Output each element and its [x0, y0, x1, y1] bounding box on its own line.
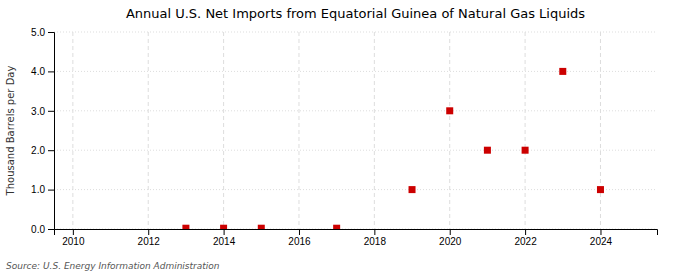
y-tick-mark	[48, 71, 54, 72]
x-tick-mark	[299, 229, 300, 235]
y-tick-label: 3.0	[31, 106, 45, 117]
x-tick-mark	[224, 229, 225, 235]
title: Annual U.S. Net Imports from Equatorial …	[126, 6, 585, 21]
x-tick: 2024	[590, 229, 613, 247]
x-tick: 2010	[62, 229, 85, 247]
x-tick: 2014	[213, 229, 236, 247]
grid-line	[54, 189, 657, 190]
x-tick-mark	[374, 229, 375, 235]
point	[409, 186, 416, 193]
y-tick-mark	[48, 229, 54, 230]
point	[559, 68, 566, 75]
point	[597, 186, 604, 193]
grid-line	[54, 110, 657, 111]
y-tick-label: 5.0	[31, 27, 45, 38]
y-axis-title: Thousand Barrels per Day	[5, 66, 16, 197]
y-tick: 0.0	[31, 224, 54, 235]
grid-line	[449, 32, 450, 229]
x-tick-mark	[73, 229, 74, 235]
x-tick-label: 2016	[288, 236, 311, 247]
y-tick-label: 1.0	[31, 184, 45, 195]
y-tick: 3.0	[31, 106, 54, 117]
y-tick-label: 4.0	[31, 66, 45, 77]
y-tick-mark	[48, 190, 54, 191]
y-tick-label: 2.0	[31, 145, 45, 156]
x-tick: 2016	[288, 229, 311, 247]
y-tick-mark	[48, 150, 54, 151]
point	[220, 225, 227, 229]
x-tick-label: 2024	[590, 236, 613, 247]
y-tick-mark	[48, 111, 54, 112]
grid-line	[54, 32, 657, 33]
point	[258, 225, 265, 229]
x-tick-label: 2012	[138, 236, 161, 247]
y-tick-label: 0.0	[31, 224, 45, 235]
x-tick-label: 2018	[364, 236, 387, 247]
x-tick: 2022	[514, 229, 537, 247]
x-tick: 2012	[138, 229, 161, 247]
x-tick-mark	[148, 229, 149, 235]
x-tick-label: 2010	[62, 236, 85, 247]
plot: 2010 2012 2014 2016 2018 2020 2022 2024 0.0 1.0 2.…	[31, 27, 657, 247]
grid	[54, 32, 657, 229]
source: Source: U.S. Energy Information Administ…	[6, 261, 220, 271]
x-tick-mark	[525, 229, 526, 235]
y-tick-mark	[48, 32, 54, 33]
y-axis-line	[48, 33, 55, 230]
point	[484, 147, 491, 154]
x-tick-label: 2022	[514, 236, 537, 247]
grid-line	[374, 32, 375, 229]
grid-line	[600, 32, 601, 229]
point	[333, 225, 340, 229]
x-tick-mark	[450, 229, 451, 235]
x-tick: 2018	[364, 229, 387, 247]
grid-line	[72, 32, 73, 229]
x-tick-label: 2014	[213, 236, 236, 247]
grid-line	[54, 150, 657, 151]
x-tick-mark	[600, 229, 601, 235]
chart: 2010 2012 2014 2016 2018 2020 2022 2024 0.0 1.0 2.…	[0, 0, 675, 275]
y-tick: 1.0	[31, 184, 54, 195]
grid-line	[525, 32, 526, 229]
x-axis-line	[55, 230, 658, 236]
grid-line	[298, 32, 299, 229]
point	[446, 107, 453, 114]
points	[182, 68, 604, 229]
grid-line	[54, 71, 657, 72]
point	[522, 147, 529, 154]
grid-line	[223, 32, 224, 229]
y-axis: 0.0 1.0 2.0 3.0 4.0 5.0	[31, 27, 54, 235]
y-tick: 5.0	[31, 27, 54, 38]
x-axis: 2010 2012 2014 2016 2018 2020 2022 2024	[55, 229, 658, 247]
y-tick: 4.0	[31, 66, 54, 77]
x-tick: 2020	[439, 229, 462, 247]
x-tick-label: 2020	[439, 236, 462, 247]
grid-line	[148, 32, 149, 229]
y-tick: 2.0	[31, 145, 54, 156]
point	[182, 225, 189, 229]
